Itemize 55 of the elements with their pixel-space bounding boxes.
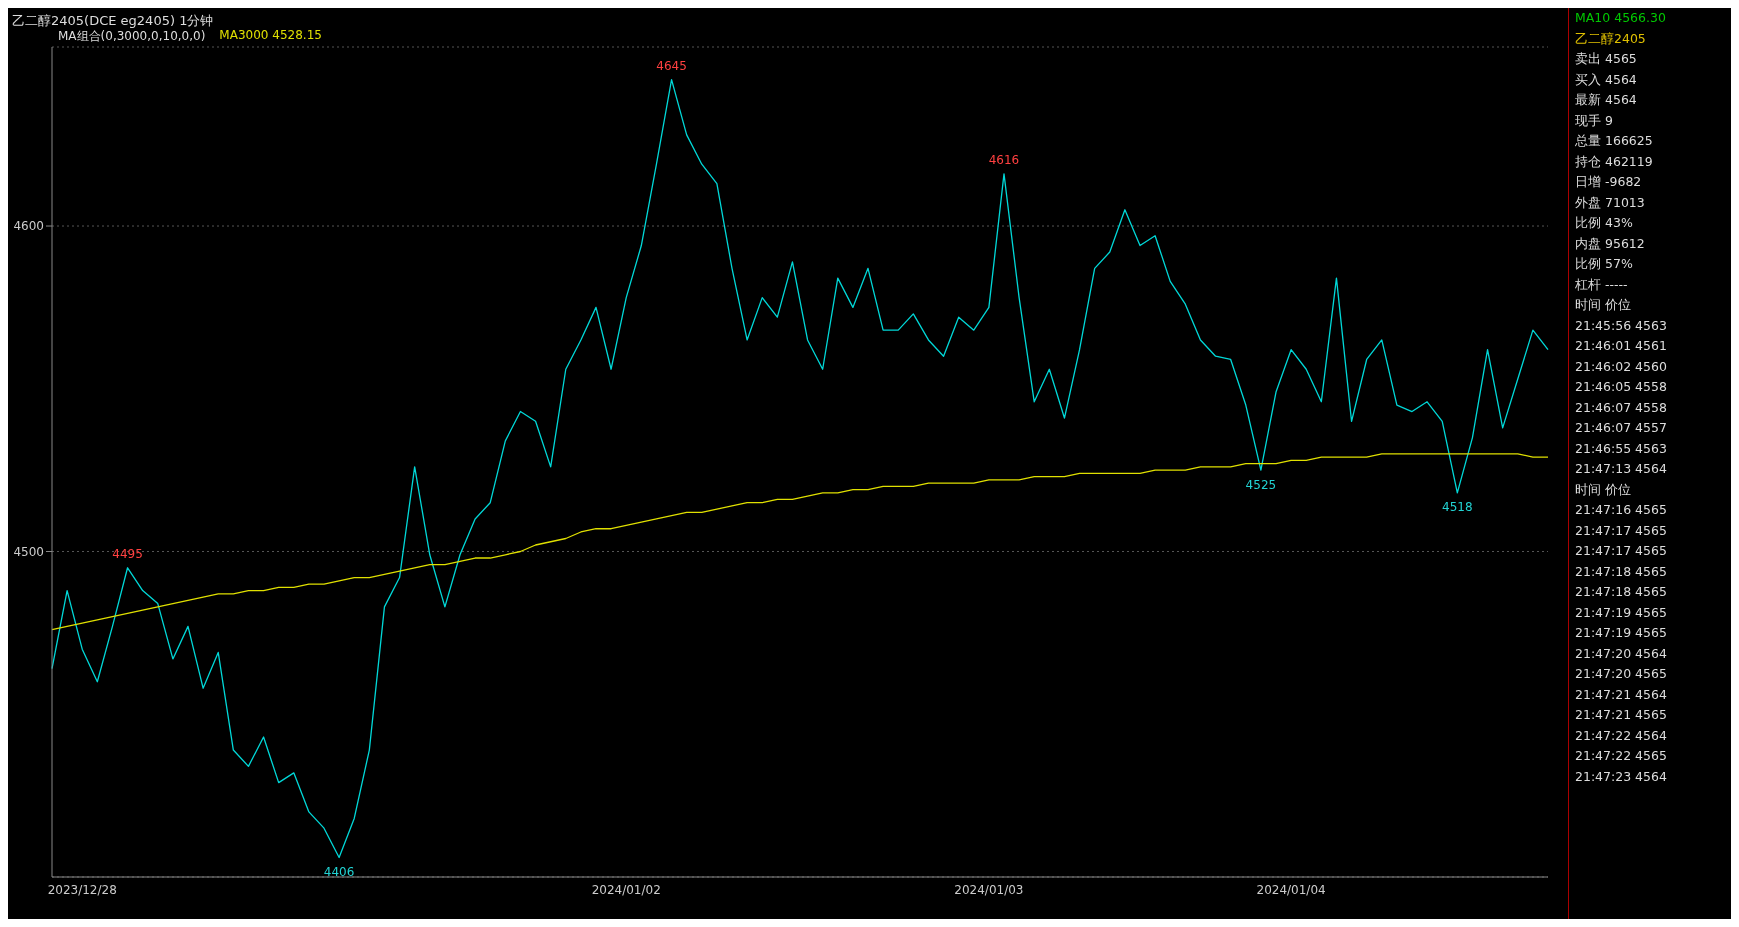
text: 内盘 95612 bbox=[1575, 234, 1646, 253]
text: 时间 价位 bbox=[1575, 480, 1632, 499]
text: 现手 9 bbox=[1575, 111, 1614, 130]
text: 21:46:05 4558 bbox=[1575, 378, 1668, 396]
text: 总量 166625 bbox=[1575, 132, 1654, 150]
text: 21:47:22 4564 bbox=[1575, 726, 1668, 745]
y-tick-label: 4500 bbox=[13, 544, 44, 559]
text: 日增 -9682 bbox=[1575, 173, 1643, 191]
text: 21:47:21 4565 bbox=[1575, 706, 1668, 724]
text: 21:46:01 4561 bbox=[1575, 337, 1668, 355]
text: 21:47:23 4564 bbox=[1575, 767, 1668, 786]
x-tick-label: 2024/01/02 bbox=[591, 882, 661, 897]
x-tick-label: 2024/01/04 bbox=[1256, 882, 1326, 897]
text: 买入 4564 bbox=[1575, 70, 1638, 89]
text: 21:47:19 4565 bbox=[1575, 603, 1668, 622]
annotation: 4495 bbox=[112, 546, 143, 561]
annotation: 4518 bbox=[1442, 500, 1473, 515]
text: 21:47:21 4564 bbox=[1575, 685, 1668, 704]
text: 21:47:20 4564 bbox=[1575, 644, 1668, 663]
text: 21:47:22 4565 bbox=[1575, 747, 1668, 765]
text: 21:46:02 4560 bbox=[1575, 357, 1668, 376]
annotation: 4645 bbox=[656, 58, 687, 73]
y-tick-label: 4600 bbox=[13, 219, 44, 234]
text: 杠杆 ----- bbox=[1575, 275, 1629, 294]
x-tick-label: 2023/12/28 bbox=[47, 882, 117, 897]
annotation: 4406 bbox=[323, 864, 355, 879]
text: MA10 4566.30 bbox=[1575, 9, 1667, 27]
text: 21:47:17 4565 bbox=[1575, 542, 1668, 560]
text: 21:47:18 4565 bbox=[1575, 562, 1668, 581]
line-series bbox=[51, 453, 1549, 631]
text: 21:47:19 4565 bbox=[1575, 624, 1668, 642]
text: 持仓 462119 bbox=[1575, 152, 1654, 171]
text: 时间 价位 bbox=[1575, 296, 1632, 314]
text: 21:45:56 4563 bbox=[1575, 316, 1668, 335]
chart-subtitle: MA组合(0,3000,0,10,0,0) bbox=[58, 28, 206, 45]
text: 比例 43% bbox=[1575, 214, 1634, 232]
text: 21:47:17 4565 bbox=[1575, 521, 1668, 540]
text: 21:47:13 4564 bbox=[1575, 460, 1668, 478]
text: 卖出 4565 bbox=[1575, 50, 1638, 68]
text: 最新 4564 bbox=[1575, 91, 1638, 109]
annotation: 4616 bbox=[988, 152, 1020, 167]
text: 外盘 71013 bbox=[1575, 193, 1646, 212]
chart-title: 乙二醇2405(DCE eg2405) 1分钟 bbox=[12, 12, 214, 30]
text: 21:47:16 4565 bbox=[1575, 501, 1668, 519]
text: 21:46:55 4563 bbox=[1575, 439, 1668, 458]
line-series bbox=[51, 78, 1549, 859]
x-tick-label: 2024/01/03 bbox=[954, 882, 1024, 897]
annotation: 4525 bbox=[1245, 477, 1277, 492]
text: 比例 57% bbox=[1575, 255, 1634, 273]
text: 21:46:07 4558 bbox=[1575, 398, 1668, 417]
text: MA3000 4528.15 bbox=[219, 28, 322, 44]
text: 21:47:20 4565 bbox=[1575, 665, 1668, 683]
text: 21:46:07 4557 bbox=[1575, 419, 1668, 437]
text: 21:47:18 4565 bbox=[1575, 583, 1668, 601]
text: 乙二醇2405 bbox=[1575, 29, 1647, 48]
